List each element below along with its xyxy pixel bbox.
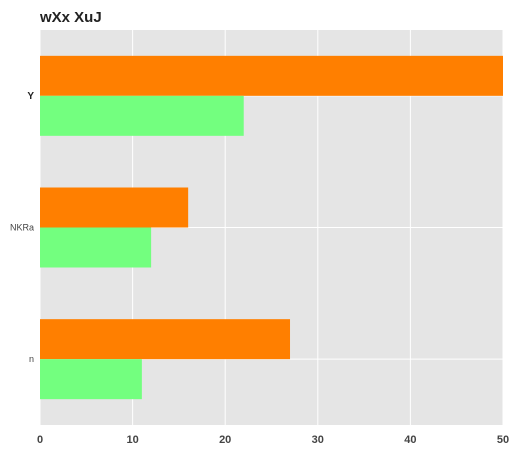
y-axis-tick-labels: Y NKRa n: [10, 91, 34, 364]
bar-nkra-series-2: [40, 227, 152, 268]
bar-y-series-2: [40, 95, 244, 136]
x-tick-label: 40: [404, 434, 416, 446]
chart-title: wXx XuJ: [39, 9, 102, 26]
x-tick-label: 0: [37, 434, 43, 446]
bar-nkra-series-1: [40, 187, 189, 228]
bar-y-series-1: [40, 55, 503, 96]
bars-group: [40, 55, 503, 400]
y-tick-label: NKRa: [10, 223, 34, 233]
bar-n-series-1: [40, 319, 291, 360]
x-tick-label: 20: [219, 434, 231, 446]
x-tick-label: 50: [497, 434, 509, 446]
x-tick-label: 10: [126, 434, 138, 446]
y-tick-label: n: [29, 354, 34, 364]
y-tick-label: Y: [27, 91, 34, 102]
x-tick-label: 30: [312, 434, 324, 446]
x-axis-tick-labels: 0 10 20 30 40 50: [37, 434, 509, 446]
bar-n-series-2: [40, 359, 142, 400]
